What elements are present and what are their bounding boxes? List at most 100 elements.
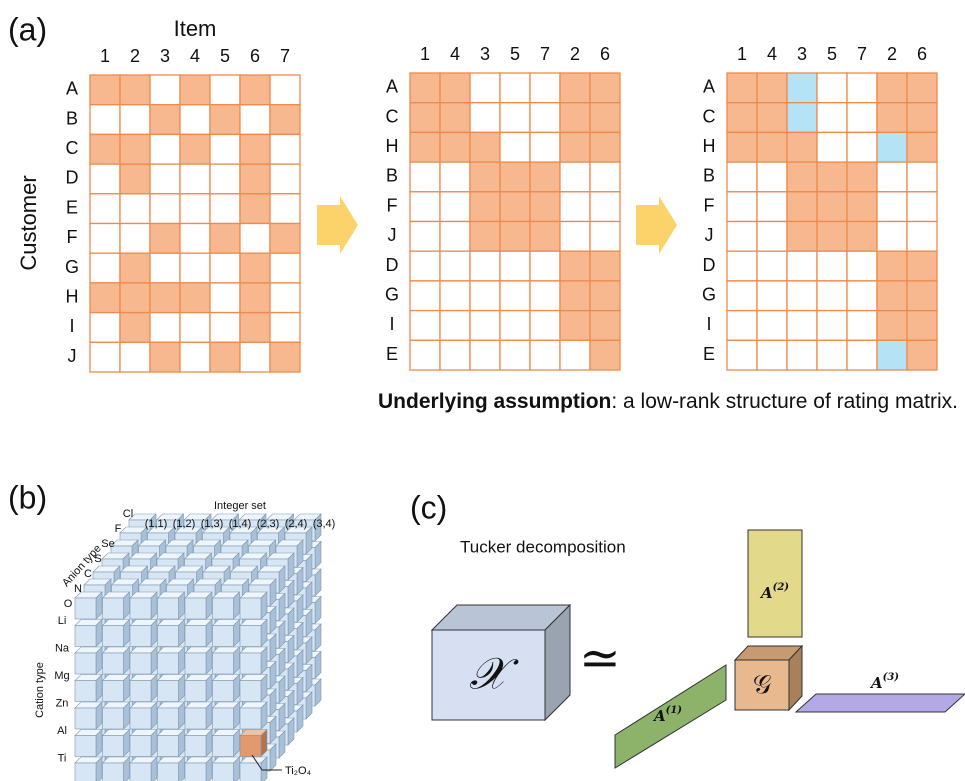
factor-superscript: (3) — [883, 672, 900, 683]
matrix-cell — [559, 339, 591, 371]
matrix-cell — [876, 102, 908, 134]
row-label: E — [66, 197, 78, 217]
matrix-cell — [439, 191, 471, 223]
matrix-cell — [469, 161, 501, 193]
matrix-cell — [149, 104, 181, 136]
core-front — [734, 659, 790, 711]
arrow — [317, 196, 358, 254]
row-label: F — [704, 195, 715, 215]
column-label: 1 — [420, 44, 430, 64]
matrix-cell — [469, 102, 501, 134]
matrix-cell — [876, 191, 908, 223]
row-label: J — [68, 346, 77, 366]
column-label: (2,4) — [285, 518, 308, 530]
column-label: (2,3) — [257, 518, 280, 530]
cube-front — [184, 597, 207, 620]
matrix-cell — [209, 133, 241, 165]
matrix-cell — [409, 339, 441, 371]
column-label: 3 — [160, 46, 170, 66]
matrix-cell — [149, 163, 181, 195]
matrix-cell — [589, 339, 621, 371]
matrix-cell — [499, 161, 531, 193]
matrix-cell — [846, 280, 878, 312]
matrix-cell — [816, 220, 848, 252]
cube-front — [184, 625, 207, 647]
matrix-cell — [816, 131, 848, 163]
matrix-cell — [756, 250, 788, 282]
matrix-cell — [756, 339, 788, 371]
matrix-cell — [499, 250, 531, 282]
matrix-cell — [409, 131, 441, 163]
cube-front — [102, 735, 124, 757]
column-label: 4 — [767, 44, 777, 64]
matrix-cell — [209, 252, 241, 284]
factor-symbol: A — [869, 674, 883, 692]
matrix-cell — [239, 311, 271, 343]
row-label: A — [703, 77, 715, 97]
matrix-cell — [209, 163, 241, 195]
annotation: Ti₂O₄ — [285, 765, 312, 777]
row-label: D — [66, 168, 79, 188]
matrix-cell — [906, 161, 938, 193]
cube-front — [184, 735, 207, 757]
row-label: F — [67, 227, 78, 247]
panel-label: (b) — [8, 479, 47, 515]
column-label: 6 — [917, 44, 927, 64]
matrix-cell — [589, 280, 621, 312]
cube-front — [102, 707, 124, 730]
matrix-cell — [906, 309, 938, 341]
matrix-cell — [529, 131, 561, 163]
matrix-cell — [906, 72, 938, 104]
factor-matrix — [747, 529, 803, 638]
cube-front — [239, 625, 262, 647]
column-label: (1,2) — [173, 518, 196, 530]
matrix-cell — [469, 339, 501, 371]
cube-front — [102, 762, 124, 781]
approx-symbol: ≃ — [579, 629, 621, 687]
factor-label: A(1) — [652, 705, 682, 726]
column-label: 7 — [857, 44, 867, 64]
row-label: B — [386, 166, 398, 186]
cube-front — [212, 707, 234, 730]
matrix-cell — [876, 220, 908, 252]
factor-symbol: A — [652, 707, 666, 725]
matrix-cell — [439, 72, 471, 104]
matrix-cell — [906, 220, 938, 252]
column-label: 2 — [570, 44, 580, 64]
column-label: 7 — [540, 44, 550, 64]
matrix-cell — [846, 220, 878, 252]
column-label: 2 — [887, 44, 897, 64]
cube-front — [102, 680, 124, 702]
matrix-cell — [119, 74, 151, 106]
row-label: B — [66, 108, 78, 128]
column-label: 5 — [827, 44, 837, 64]
matrix-cell — [726, 161, 758, 193]
matrix-cell — [846, 191, 878, 223]
matrix-cell — [846, 250, 878, 282]
matrix-cell — [269, 222, 301, 254]
matrix-cell — [559, 72, 591, 104]
row-label: Mg — [54, 670, 69, 682]
matrix-cell — [119, 311, 151, 343]
matrix-cell — [876, 131, 908, 163]
column-label: (3,4) — [313, 518, 336, 530]
matrix-cell — [179, 74, 211, 106]
matrix-cell — [469, 250, 501, 282]
matrix-cell — [89, 282, 121, 314]
cube-front — [129, 707, 152, 730]
factor-matrix — [794, 693, 965, 713]
matrix-cell — [726, 191, 758, 223]
diagram-title: Tucker decomposition — [460, 537, 626, 556]
cube-front — [157, 652, 179, 675]
matrix-cell — [846, 72, 878, 104]
matrix-cell — [786, 339, 818, 371]
matrix-cell — [409, 280, 441, 312]
matrix-cell — [409, 250, 441, 282]
matrix-cell — [409, 220, 441, 252]
row-label: A — [386, 77, 398, 97]
column-label: 6 — [600, 44, 610, 64]
row-label: F — [387, 195, 398, 215]
matrix-cell — [119, 222, 151, 254]
matrix-cell — [439, 131, 471, 163]
